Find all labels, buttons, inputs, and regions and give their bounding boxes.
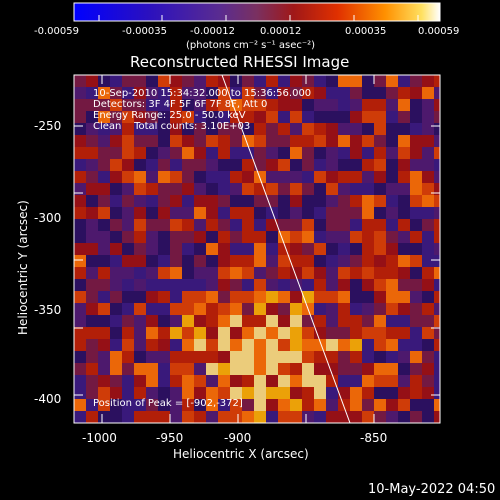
colorbar-tick-label: -0.00059: [34, 26, 79, 37]
rhessi-image: [74, 75, 440, 423]
info-time-range: 10-Sep-2010 15:34:32.000 to 15:36:56.000: [93, 88, 312, 99]
colorbar: [73, 2, 441, 22]
solar-limb-line: [221, 75, 351, 423]
info-energy-range: Energy Range: 25.0 - 50.0 keV: [93, 110, 246, 121]
colorbar-tick-label: -0.00035: [122, 26, 167, 37]
y-tick-label: -300: [34, 211, 62, 225]
x-axis-label: Heliocentric X (arcsec): [173, 447, 309, 461]
colorbar-tick-label: 0.00059: [418, 26, 460, 37]
peak-position: Position of Peak = [-902,-372]: [93, 398, 243, 409]
x-tick-label: -850: [360, 431, 388, 445]
y-tick-label: -250: [34, 119, 62, 133]
y-tick-label: -400: [34, 392, 62, 406]
colorbar-tick-label: 0.00035: [345, 26, 387, 37]
plot-title: Reconstructed RHESSI Image: [130, 53, 350, 71]
colorbar-tick-label: -0.00012: [190, 26, 235, 37]
colorbar-ticks: [98, 15, 419, 21]
x-tick-label: -1000: [82, 431, 117, 445]
plot-frame: [73, 74, 441, 424]
x-tick-label: -900: [224, 431, 252, 445]
y-axis-label: Heliocentric Y (arcsec): [16, 200, 30, 335]
x-tick-label: -950: [156, 431, 184, 445]
y-axis-ticks: [74, 125, 440, 396]
info-detectors: Detectors: 3F 4F 5F 6F 7F 8F, Att 0: [93, 99, 268, 110]
x-axis-ticks: [101, 75, 375, 423]
info-clean-counts: Clean Total counts: 3.10E+03: [93, 121, 251, 132]
colorbar-units: (photons cm⁻² s⁻¹ asec⁻²): [186, 40, 316, 51]
footer-timestamp: 10-May-2022 04:50: [368, 482, 496, 497]
colorbar-tick-label: 0.00012: [260, 26, 302, 37]
y-tick-label: -350: [34, 303, 62, 317]
